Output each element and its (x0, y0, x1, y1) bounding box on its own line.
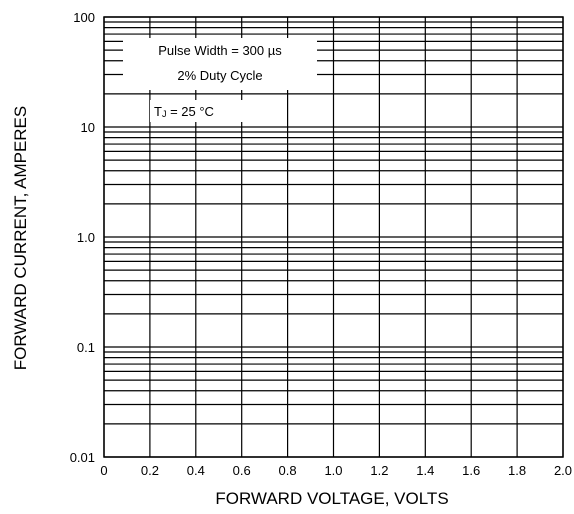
x-tick-label: 0.2 (141, 463, 159, 478)
annotation-temp-value: = 25 °C (166, 104, 213, 119)
annotation-background (123, 38, 317, 90)
y-tick-labels: 0.01 0.1 1.0 10 100 (70, 10, 95, 465)
annotation-pulse-width: Pulse Width = 300 µs (158, 43, 282, 58)
annotation-temp-subscript: J (162, 109, 167, 119)
y-tick-label: 1.0 (77, 230, 95, 245)
x-tick-label: 2.0 (554, 463, 572, 478)
y-axis-title: FORWARD CURRENT, AMPERES (11, 106, 30, 370)
x-tick-label: 0.8 (279, 463, 297, 478)
annotation-junction-temp: TJ = 25 °C (154, 104, 214, 119)
x-tick-label: 1.8 (508, 463, 526, 478)
x-axis-title: FORWARD VOLTAGE, VOLTS (215, 489, 448, 508)
plot-frame (103, 16, 564, 458)
x-tick-label: 0 (100, 463, 107, 478)
x-tick-label: 1.4 (416, 463, 434, 478)
annotation-duty-cycle: 2% Duty Cycle (177, 68, 262, 83)
y-tick-label: 10 (81, 120, 95, 135)
test-conditions-annotation: Pulse Width = 300 µs 2% Duty Cycle TJ = … (123, 38, 317, 122)
annotation-background (150, 100, 270, 122)
x-tick-label: 1.0 (324, 463, 342, 478)
x-tick-label: 1.2 (370, 463, 388, 478)
x-tick-label: 0.4 (187, 463, 205, 478)
y-tick-label: 0.1 (77, 340, 95, 355)
x-tick-label: 0.6 (233, 463, 251, 478)
annotation-temp-symbol: T (154, 104, 162, 119)
y-tick-label: 100 (73, 10, 95, 25)
x-tick-labels: 0 0.2 0.4 0.6 0.8 1.0 1.2 1.4 1.6 1.8 2.0 (100, 463, 572, 478)
y-tick-label: 0.01 (70, 450, 95, 465)
x-tick-label: 1.6 (462, 463, 480, 478)
